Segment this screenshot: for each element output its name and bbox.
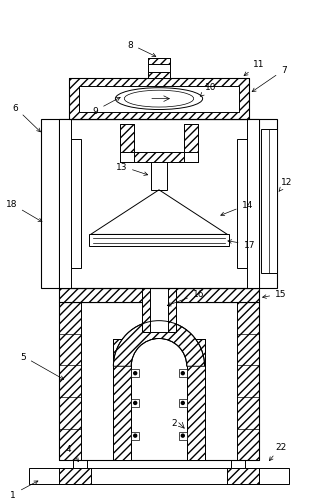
Bar (187, 339, 204, 460)
Bar (73, 460, 86, 468)
Bar (184, 125, 198, 163)
Bar (120, 153, 198, 163)
Bar (71, 140, 81, 269)
Text: 22: 22 (269, 442, 287, 461)
Bar (69, 79, 249, 120)
Text: 12: 12 (279, 178, 293, 192)
Text: 2: 2 (171, 418, 177, 427)
Text: 17: 17 (228, 240, 255, 249)
Text: 8: 8 (128, 41, 156, 58)
Bar (232, 460, 245, 468)
Text: 4: 4 (66, 444, 79, 461)
Bar (114, 339, 131, 460)
Bar (179, 399, 187, 407)
Text: 6: 6 (12, 104, 40, 133)
Bar (114, 339, 131, 460)
Bar (237, 140, 247, 269)
Bar (59, 289, 259, 302)
Bar (29, 468, 289, 484)
Text: 10: 10 (200, 83, 216, 97)
Bar (247, 120, 259, 289)
Bar (120, 125, 134, 153)
Bar (59, 302, 259, 460)
Circle shape (181, 402, 184, 405)
Text: 15: 15 (263, 290, 287, 299)
Bar (179, 432, 187, 440)
Wedge shape (114, 321, 204, 367)
Bar (59, 302, 81, 460)
Bar (59, 289, 259, 302)
Text: 11: 11 (244, 60, 265, 77)
Bar (120, 153, 198, 163)
Text: 9: 9 (93, 98, 120, 116)
Text: 16: 16 (167, 290, 204, 307)
Bar (131, 370, 139, 377)
Text: 7: 7 (252, 66, 287, 93)
Circle shape (134, 434, 137, 437)
Text: 14: 14 (221, 201, 253, 216)
Circle shape (181, 372, 184, 375)
Bar (227, 468, 259, 484)
Circle shape (134, 372, 137, 375)
Bar (148, 59, 170, 65)
Bar (131, 432, 139, 440)
Bar (148, 59, 170, 79)
Bar (261, 130, 277, 274)
Text: 1: 1 (10, 481, 38, 498)
Bar (59, 468, 91, 484)
Bar (151, 163, 167, 190)
Bar (41, 120, 277, 289)
Circle shape (134, 402, 137, 405)
Bar (120, 125, 134, 163)
Bar (184, 125, 198, 153)
Text: 13: 13 (115, 162, 148, 176)
Bar (187, 339, 204, 460)
Bar (59, 120, 71, 289)
Text: 5: 5 (20, 352, 64, 380)
Text: 18: 18 (5, 200, 42, 222)
Bar (179, 370, 187, 377)
Bar (79, 87, 239, 112)
Bar (59, 120, 259, 289)
Bar (89, 235, 229, 247)
Bar (168, 289, 176, 332)
Bar (237, 302, 259, 460)
Bar (142, 289, 150, 332)
Circle shape (181, 434, 184, 437)
Bar (131, 399, 139, 407)
Bar (69, 79, 249, 120)
Bar (148, 73, 170, 79)
Bar (142, 289, 176, 332)
